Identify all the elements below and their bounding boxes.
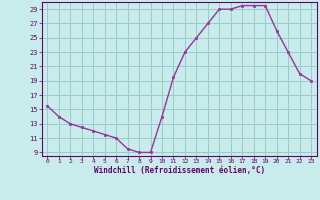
X-axis label: Windchill (Refroidissement éolien,°C): Windchill (Refroidissement éolien,°C) [94, 166, 265, 175]
